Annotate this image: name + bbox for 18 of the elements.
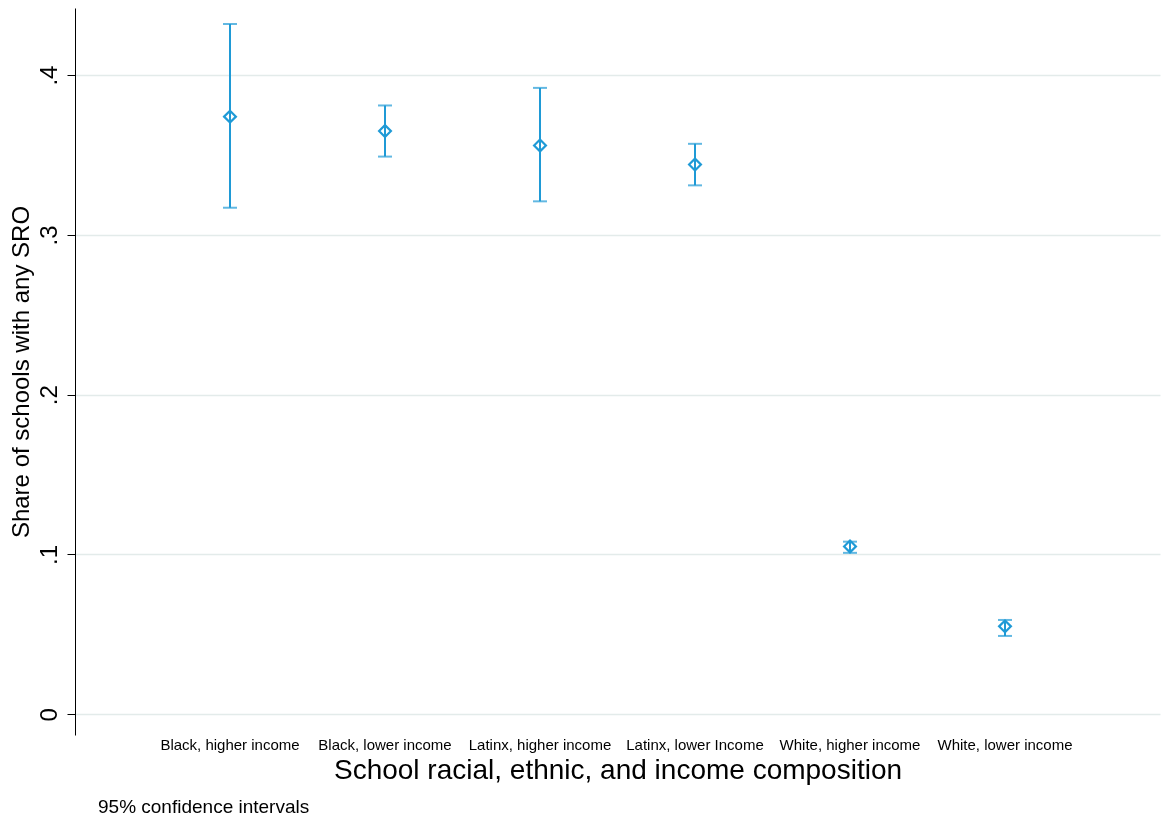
- y-axis-title: Share of schools with any SRO: [6, 205, 34, 539]
- y-tick-label: .1: [34, 544, 62, 565]
- x-tick-label: White, higher income: [779, 735, 921, 753]
- x-axis-title: School racial, ethnic, and income composition: [333, 753, 903, 785]
- x-tick-label: Black, higher income: [160, 735, 300, 753]
- y-tick-label: 0: [34, 708, 62, 722]
- x-tick-label: Black, lower income: [318, 735, 452, 753]
- text: 95% confidence intervals: [98, 796, 310, 818]
- point: [222, 109, 238, 124]
- x-tick-label: Latinx, lower Income: [626, 735, 764, 753]
- y-tick-label: .4: [34, 65, 62, 86]
- y-tick-label: .2: [34, 385, 62, 406]
- point: [377, 124, 393, 139]
- x-tick-label: White, lower income: [937, 735, 1073, 753]
- point: [532, 138, 548, 153]
- point: [687, 157, 703, 172]
- y-tick-label: .3: [34, 225, 62, 246]
- x-tick-label: Latinx, higher income: [468, 735, 612, 753]
